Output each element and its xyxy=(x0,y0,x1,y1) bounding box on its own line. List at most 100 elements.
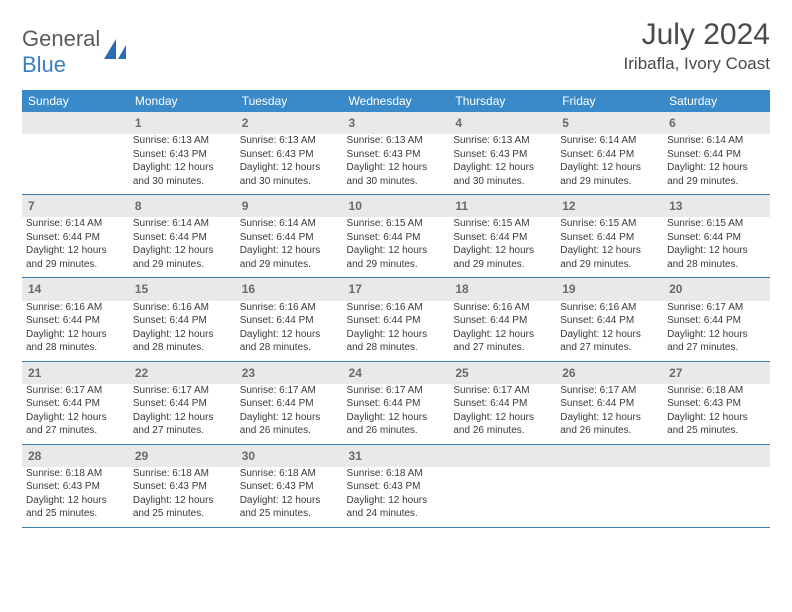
day-number: 10 xyxy=(349,199,362,213)
day1-text: Daylight: 12 hours xyxy=(240,244,339,258)
day-content-cell: Sunrise: 6:17 AMSunset: 6:44 PMDaylight:… xyxy=(129,384,236,445)
day1-text: Daylight: 12 hours xyxy=(133,161,232,175)
day-number: 30 xyxy=(242,449,255,463)
day1-text: Daylight: 12 hours xyxy=(26,494,125,508)
sunset-text: Sunset: 6:44 PM xyxy=(560,314,659,328)
day1-text: Daylight: 12 hours xyxy=(133,244,232,258)
day2-text: and 29 minutes. xyxy=(560,258,659,272)
month-title: July 2024 xyxy=(624,18,770,52)
sunset-text: Sunset: 6:44 PM xyxy=(560,231,659,245)
day-content-cell: Sunrise: 6:16 AMSunset: 6:44 PMDaylight:… xyxy=(556,301,663,362)
day-content-cell: Sunrise: 6:18 AMSunset: 6:43 PMDaylight:… xyxy=(663,384,770,445)
sunset-text: Sunset: 6:44 PM xyxy=(133,314,232,328)
sunrise-text: Sunrise: 6:18 AM xyxy=(26,467,125,481)
sunset-text: Sunset: 6:44 PM xyxy=(133,397,232,411)
day1-text: Daylight: 12 hours xyxy=(667,161,766,175)
sunrise-text: Sunrise: 6:17 AM xyxy=(133,384,232,398)
day1-text: Daylight: 12 hours xyxy=(240,411,339,425)
day-content-cell: Sunrise: 6:14 AMSunset: 6:44 PMDaylight:… xyxy=(663,134,770,195)
sunrise-text: Sunrise: 6:14 AM xyxy=(26,217,125,231)
weekday-header: Saturday xyxy=(663,90,770,112)
day-content-cell: Sunrise: 6:16 AMSunset: 6:44 PMDaylight:… xyxy=(236,301,343,362)
day-content-cell: Sunrise: 6:15 AMSunset: 6:44 PMDaylight:… xyxy=(556,217,663,278)
sunset-text: Sunset: 6:44 PM xyxy=(240,314,339,328)
sunset-text: Sunset: 6:44 PM xyxy=(240,231,339,245)
day-content-cell: Sunrise: 6:14 AMSunset: 6:44 PMDaylight:… xyxy=(129,217,236,278)
sunset-text: Sunset: 6:44 PM xyxy=(240,397,339,411)
day-number-cell: 12 xyxy=(556,195,663,218)
sunrise-text: Sunrise: 6:15 AM xyxy=(453,217,552,231)
content-row: Sunrise: 6:14 AMSunset: 6:44 PMDaylight:… xyxy=(22,217,770,278)
sunset-text: Sunset: 6:44 PM xyxy=(26,397,125,411)
day-number-cell xyxy=(663,444,770,467)
day-number: 28 xyxy=(28,449,41,463)
day1-text: Daylight: 12 hours xyxy=(133,328,232,342)
day-content-cell xyxy=(22,134,129,195)
day2-text: and 29 minutes. xyxy=(26,258,125,272)
sunrise-text: Sunrise: 6:13 AM xyxy=(347,134,446,148)
day-number: 20 xyxy=(669,282,682,296)
day-number: 22 xyxy=(135,366,148,380)
day-content-cell: Sunrise: 6:17 AMSunset: 6:44 PMDaylight:… xyxy=(236,384,343,445)
day2-text: and 28 minutes. xyxy=(240,341,339,355)
day2-text: and 29 minutes. xyxy=(453,258,552,272)
day-number: 6 xyxy=(669,116,676,130)
day1-text: Daylight: 12 hours xyxy=(347,494,446,508)
calendar-body: 123456 Sunrise: 6:13 AMSunset: 6:43 PMDa… xyxy=(22,112,770,527)
sunset-text: Sunset: 6:44 PM xyxy=(26,314,125,328)
day1-text: Daylight: 12 hours xyxy=(26,328,125,342)
day-number: 21 xyxy=(28,366,41,380)
day-number: 3 xyxy=(349,116,356,130)
day-number: 16 xyxy=(242,282,255,296)
day2-text: and 27 minutes. xyxy=(560,341,659,355)
day-content-cell: Sunrise: 6:15 AMSunset: 6:44 PMDaylight:… xyxy=(663,217,770,278)
day-number-cell: 15 xyxy=(129,278,236,301)
day1-text: Daylight: 12 hours xyxy=(667,328,766,342)
day-number: 14 xyxy=(28,282,41,296)
day2-text: and 29 minutes. xyxy=(347,258,446,272)
day-number-cell xyxy=(449,444,556,467)
sunrise-text: Sunrise: 6:14 AM xyxy=(560,134,659,148)
day2-text: and 27 minutes. xyxy=(453,341,552,355)
sunrise-text: Sunrise: 6:17 AM xyxy=(453,384,552,398)
day-content-cell xyxy=(663,467,770,528)
daynum-row: 21222324252627 xyxy=(22,361,770,384)
day2-text: and 25 minutes. xyxy=(133,507,232,521)
day2-text: and 27 minutes. xyxy=(667,341,766,355)
day-number-cell: 20 xyxy=(663,278,770,301)
day1-text: Daylight: 12 hours xyxy=(560,161,659,175)
day-number-cell: 13 xyxy=(663,195,770,218)
day-number: 9 xyxy=(242,199,249,213)
day-content-cell: Sunrise: 6:18 AMSunset: 6:43 PMDaylight:… xyxy=(129,467,236,528)
calendar-table: Sunday Monday Tuesday Wednesday Thursday… xyxy=(22,90,770,528)
logo-word2: Blue xyxy=(22,52,66,77)
day2-text: and 28 minutes. xyxy=(347,341,446,355)
logo: General Blue xyxy=(22,26,130,78)
sunrise-text: Sunrise: 6:16 AM xyxy=(347,301,446,315)
sunrise-text: Sunrise: 6:17 AM xyxy=(347,384,446,398)
sunset-text: Sunset: 6:43 PM xyxy=(667,397,766,411)
day1-text: Daylight: 12 hours xyxy=(453,328,552,342)
day-content-cell: Sunrise: 6:17 AMSunset: 6:44 PMDaylight:… xyxy=(449,384,556,445)
day-number-cell: 26 xyxy=(556,361,663,384)
day-number: 31 xyxy=(349,449,362,463)
day-content-cell: Sunrise: 6:13 AMSunset: 6:43 PMDaylight:… xyxy=(236,134,343,195)
day-number: 27 xyxy=(669,366,682,380)
sunset-text: Sunset: 6:43 PM xyxy=(133,480,232,494)
day-number-cell: 8 xyxy=(129,195,236,218)
day2-text: and 30 minutes. xyxy=(453,175,552,189)
day-content-cell: Sunrise: 6:17 AMSunset: 6:44 PMDaylight:… xyxy=(556,384,663,445)
content-row: Sunrise: 6:18 AMSunset: 6:43 PMDaylight:… xyxy=(22,467,770,528)
day-number: 24 xyxy=(349,366,362,380)
day-number: 5 xyxy=(562,116,569,130)
day-number: 15 xyxy=(135,282,148,296)
day-number: 18 xyxy=(455,282,468,296)
sunset-text: Sunset: 6:43 PM xyxy=(453,148,552,162)
sunset-text: Sunset: 6:43 PM xyxy=(240,148,339,162)
day2-text: and 28 minutes. xyxy=(133,341,232,355)
sunset-text: Sunset: 6:43 PM xyxy=(26,480,125,494)
day1-text: Daylight: 12 hours xyxy=(26,411,125,425)
day-content-cell: Sunrise: 6:13 AMSunset: 6:43 PMDaylight:… xyxy=(449,134,556,195)
sunrise-text: Sunrise: 6:14 AM xyxy=(667,134,766,148)
sunrise-text: Sunrise: 6:17 AM xyxy=(667,301,766,315)
